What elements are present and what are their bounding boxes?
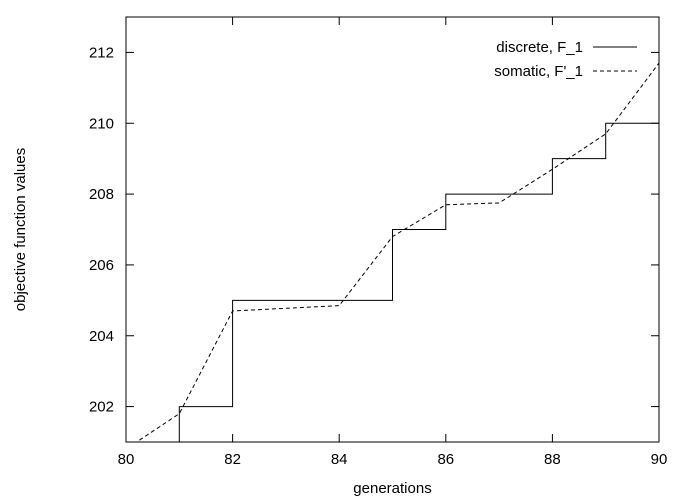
- y-tick-label: 210: [89, 115, 114, 132]
- plot-area: [136, 62, 659, 442]
- x-tick-label: 84: [331, 451, 348, 468]
- series-line-1: [178, 122, 659, 442]
- y-tick-label: 208: [89, 186, 114, 203]
- series-line-2: [136, 62, 659, 442]
- legend-label: somatic, F'_1: [494, 63, 583, 80]
- legend-label: discrete, F_1: [496, 39, 583, 56]
- x-tick-label: 86: [437, 451, 454, 468]
- y-tick-label: 212: [89, 44, 114, 61]
- x-tick-label: 82: [224, 451, 241, 468]
- plot-frame: [125, 16, 660, 443]
- x-tick-label: 80: [118, 451, 135, 468]
- y-tick-label: 202: [89, 399, 114, 416]
- y-axis-ticks: 202 204 206 208 210 212: [89, 44, 659, 416]
- legend: discrete, F_1 somatic, F'_1: [494, 39, 637, 80]
- x-tick-label: 88: [544, 451, 561, 468]
- y-tick-label: 206: [89, 257, 114, 274]
- y-axis-label: objective function values: [12, 148, 29, 311]
- y-tick-label: 204: [89, 328, 114, 345]
- x-tick-label: 90: [651, 451, 668, 468]
- x-axis-label: generations: [353, 480, 431, 497]
